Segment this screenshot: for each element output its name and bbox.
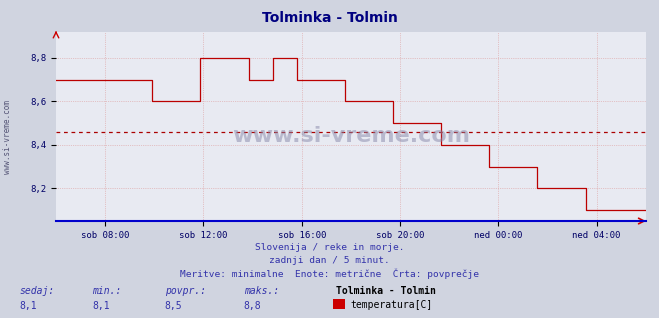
Text: zadnji dan / 5 minut.: zadnji dan / 5 minut.	[269, 256, 390, 265]
Text: Tolminka - Tolmin: Tolminka - Tolmin	[262, 11, 397, 25]
Text: 8,1: 8,1	[92, 301, 110, 310]
Text: Slovenija / reke in morje.: Slovenija / reke in morje.	[255, 243, 404, 252]
Text: temperatura[C]: temperatura[C]	[351, 300, 433, 309]
Text: 8,8: 8,8	[244, 301, 262, 310]
Text: sedaj:: sedaj:	[20, 286, 55, 296]
Text: maks.:: maks.:	[244, 286, 279, 296]
Text: www.si-vreme.com: www.si-vreme.com	[232, 126, 470, 146]
Text: min.:: min.:	[92, 286, 122, 296]
Text: Tolminka - Tolmin: Tolminka - Tolmin	[336, 286, 436, 296]
Text: povpr.:: povpr.:	[165, 286, 206, 296]
Text: www.si-vreme.com: www.si-vreme.com	[3, 100, 13, 174]
Text: 8,1: 8,1	[20, 301, 38, 310]
Text: 8,5: 8,5	[165, 301, 183, 310]
Text: Meritve: minimalne  Enote: metrične  Črta: povprečje: Meritve: minimalne Enote: metrične Črta:…	[180, 269, 479, 279]
